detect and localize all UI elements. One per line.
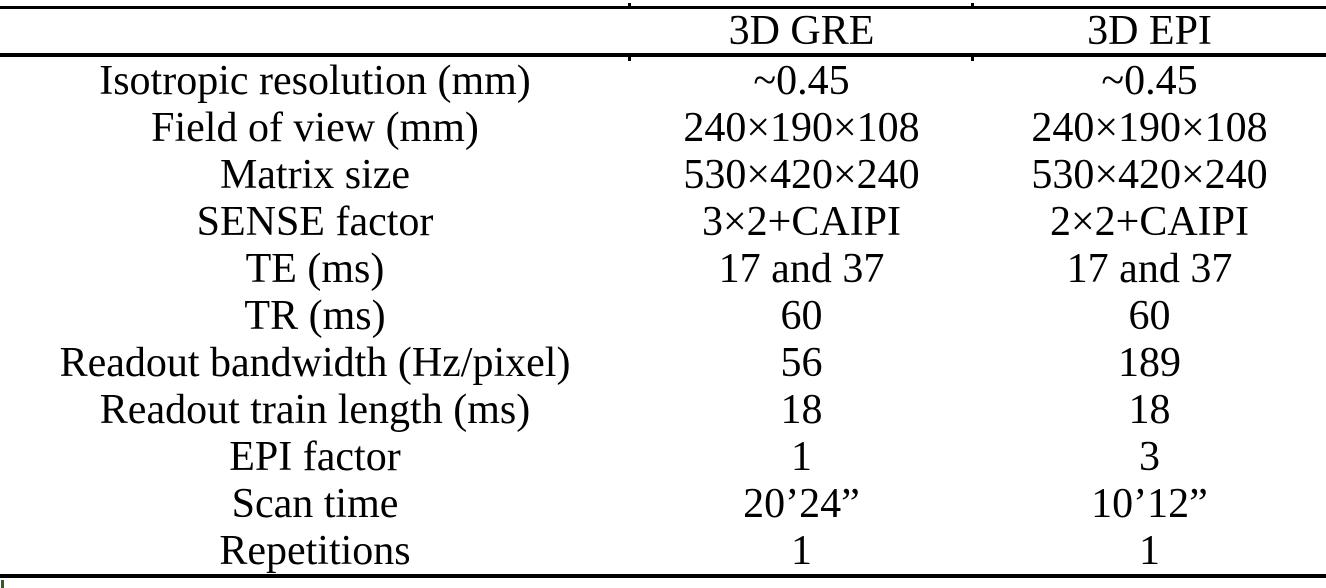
row-label: Readout train length (ms) — [99, 386, 531, 433]
cell-3d-epi: 240×190×108 — [1031, 104, 1268, 151]
cell-3d-epi: 189 — [1118, 339, 1181, 386]
scan-artifact-tick — [1, 580, 4, 588]
table-row-repetitions: Repetitions 1 1 — [0, 527, 1326, 574]
column-header-3d-epi: 3D EPI — [1087, 8, 1212, 54]
row-label: Matrix size — [219, 151, 411, 198]
cell-3d-gre: 3×2+CAIPI — [701, 198, 902, 245]
column-divider-tick — [628, 3, 631, 8]
cell-3d-epi: 18 — [1128, 386, 1171, 433]
column-header-3d-gre: 3D GRE — [728, 8, 875, 54]
cell-3d-gre: 530×420×240 — [683, 151, 920, 198]
cell-3d-gre: 1 — [791, 527, 812, 574]
table-header-row: 3D GRE 3D EPI — [0, 9, 1326, 53]
row-label: Readout bandwidth (Hz/pixel) — [59, 339, 571, 386]
table-row-sense-factor: SENSE factor 3×2+CAIPI 2×2+CAIPI — [0, 198, 1326, 245]
cell-3d-gre: 240×190×108 — [683, 104, 920, 151]
row-label: Isotropic resolution (mm) — [99, 57, 531, 104]
cell-3d-epi: 10’12” — [1091, 480, 1208, 527]
cell-3d-gre: 60 — [780, 292, 823, 339]
column-divider-tick — [971, 56, 974, 61]
cell-3d-gre: 17 and 37 — [718, 245, 885, 292]
table-row-epi-factor: EPI factor 1 3 — [0, 433, 1326, 480]
table-row-matrix-size: Matrix size 530×420×240 530×420×240 — [0, 151, 1326, 198]
cell-3d-epi: 17 and 37 — [1066, 245, 1233, 292]
cell-3d-epi: 2×2+CAIPI — [1049, 198, 1250, 245]
cell-3d-epi: 3 — [1139, 433, 1160, 480]
table-row-te: TE (ms) 17 and 37 17 and 37 — [0, 245, 1326, 292]
row-label: SENSE factor — [196, 198, 434, 245]
cell-3d-epi: 60 — [1128, 292, 1171, 339]
row-label: TE (ms) — [245, 245, 385, 292]
table-row-isotropic-resolution: Isotropic resolution (mm) ~0.45 ~0.45 — [0, 57, 1326, 104]
table-bottom-rule — [0, 574, 1326, 578]
table-top-rule — [0, 6, 1326, 9]
cell-3d-gre: 20’24” — [743, 480, 860, 527]
row-label: TR (ms) — [244, 292, 386, 339]
row-label: Scan time — [231, 480, 399, 527]
cell-3d-gre: 56 — [780, 339, 823, 386]
column-divider-tick — [628, 56, 631, 61]
cell-3d-epi: 530×420×240 — [1031, 151, 1268, 198]
row-label: Field of view (mm) — [151, 104, 479, 151]
table-row-readout-train-length: Readout train length (ms) 18 18 — [0, 386, 1326, 433]
row-label: EPI factor — [229, 433, 401, 480]
table-header-rule — [0, 53, 1326, 57]
cell-3d-gre: 1 — [791, 433, 812, 480]
table-row-tr: TR (ms) 60 60 — [0, 292, 1326, 339]
table-row-readout-bandwidth: Readout bandwidth (Hz/pixel) 56 189 — [0, 339, 1326, 386]
cell-3d-gre: ~0.45 — [753, 57, 850, 104]
table-row-scan-time: Scan time 20’24” 10’12” — [0, 480, 1326, 527]
cell-3d-epi: ~0.45 — [1101, 57, 1198, 104]
cell-3d-gre: 18 — [780, 386, 823, 433]
table-row-field-of-view: Field of view (mm) 240×190×108 240×190×1… — [0, 104, 1326, 151]
row-label: Repetitions — [219, 527, 411, 574]
column-divider-tick — [971, 3, 974, 8]
cell-3d-epi: 1 — [1139, 527, 1160, 574]
